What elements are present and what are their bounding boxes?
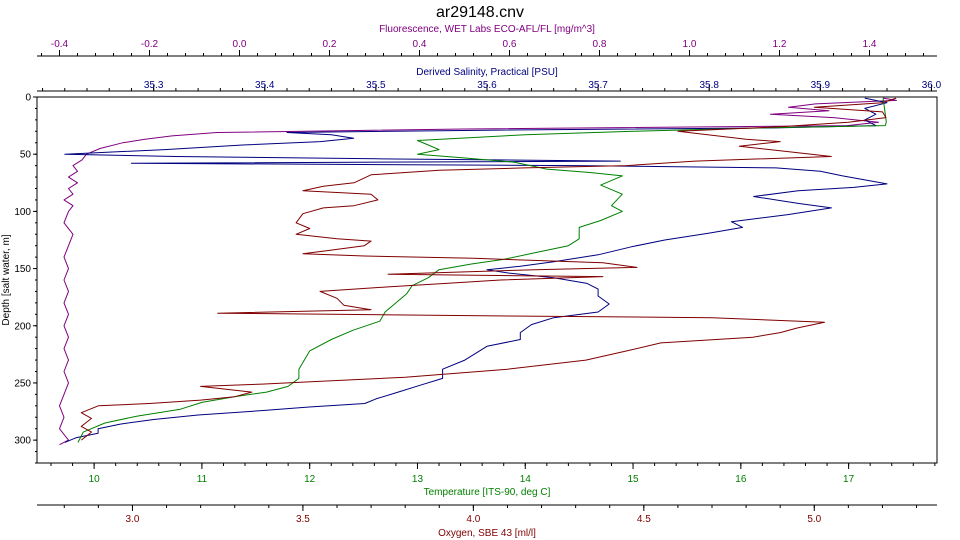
y-tick-label: 300	[14, 436, 31, 447]
temperature-tick-label: 12	[304, 474, 316, 485]
salinity-tick-label: 35.8	[699, 80, 719, 91]
plot-frame	[36, 96, 938, 464]
y-tick-label: 100	[14, 207, 31, 218]
temperature-tick-label: 10	[89, 474, 101, 485]
fluorescence-tick-label: 1.4	[863, 39, 877, 50]
fluorescence-tick-label: 0.8	[593, 39, 607, 50]
oxygen-series-line	[80, 97, 897, 441]
salinity-tick-label: 35.3	[144, 80, 164, 91]
oxygen-tick-label: 3.0	[126, 514, 140, 525]
salinity-series-line	[64, 97, 888, 443]
chart-title: ar29148.cnv	[436, 4, 524, 21]
salinity-tick-label: 35.6	[477, 80, 497, 91]
temperature-tick-label: 14	[520, 474, 532, 485]
fluorescence-tick-label: 0.4	[413, 39, 427, 50]
y-tick-label: 250	[14, 378, 31, 389]
temperature-tick-label: 16	[735, 474, 747, 485]
fluorescence-tick-label: 0.0	[233, 39, 247, 50]
fluorescence-tick-label: 1.0	[683, 39, 697, 50]
oxygen-axis-title: Oxygen, SBE 43 [ml/l]	[438, 528, 536, 539]
fluorescence-tick-label: 0.2	[323, 39, 337, 50]
fluorescence-tick-label: -0.2	[141, 39, 159, 50]
salinity-tick-label: 35.4	[255, 80, 275, 91]
temperature-tick-label: 11	[197, 474, 208, 485]
salinity-tick-label: 35.7	[588, 80, 608, 91]
fluorescence-series-line	[59, 97, 897, 446]
y-tick-label: 50	[20, 150, 32, 161]
oxygen-tick-label: 4.5	[637, 514, 651, 525]
y-tick-label: 150	[14, 264, 31, 275]
salinity-tick-label: 36.0	[922, 80, 942, 91]
fluorescence-axis-title: Fluorescence, WET Labs ECO-AFL/FL [mg/m^…	[379, 24, 595, 35]
fluorescence-tick-label: -0.4	[51, 39, 69, 50]
oxygen-tick-label: 5.0	[807, 514, 821, 525]
temperature-tick-label: 13	[412, 474, 424, 485]
salinity-axis-title: Derived Salinity, Practical [PSU]	[416, 67, 558, 78]
salinity-tick-label: 35.9	[811, 80, 831, 91]
axes: 0 50 100 150 200 250 300 -0.4 -0.2 0.0 0.2 0.4 0.6 0.…	[14, 24, 941, 539]
oxygen-tick-label: 3.5	[296, 514, 310, 525]
fluorescence-tick-label: 0.6	[503, 39, 517, 50]
oxygen-tick-label: 4.0	[466, 514, 480, 525]
fluorescence-tick-label: 1.2	[773, 39, 787, 50]
salinity-tick-label: 35.5	[366, 80, 386, 91]
y-axis-title: Depth [salt water, m]	[1, 234, 12, 325]
y-tick-label: 200	[14, 321, 31, 332]
y-tick-label: 0	[25, 93, 31, 104]
temperature-series-line	[77, 98, 887, 443]
temperature-tick-label: 15	[627, 474, 639, 485]
series-lines	[59, 97, 897, 446]
temperature-axis-title: Temperature [ITS-90, deg C]	[424, 487, 551, 498]
temperature-tick-label: 17	[843, 474, 855, 485]
